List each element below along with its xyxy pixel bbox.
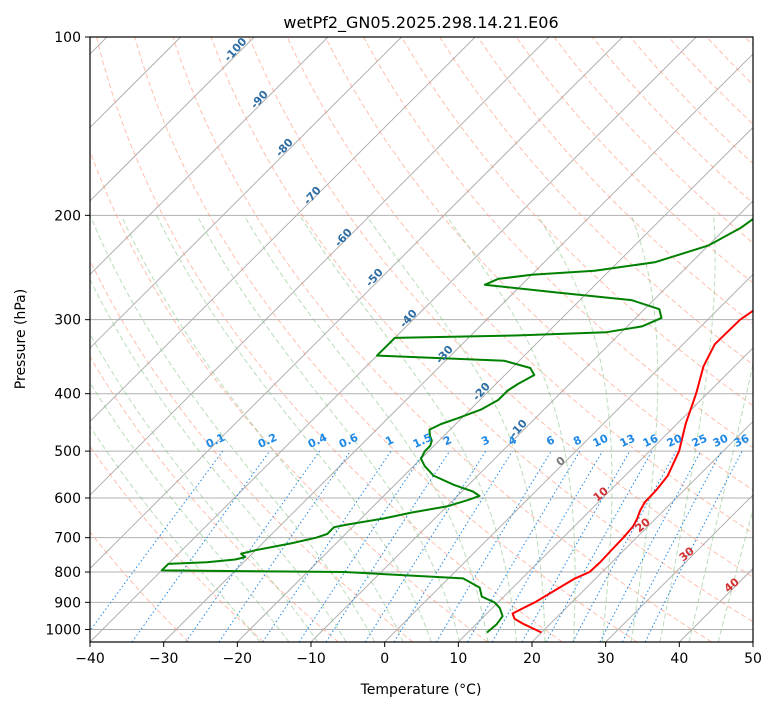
x-tick-label: −20 [223,651,253,667]
mixing-ratio-line [325,450,451,642]
moist-adiabat [243,215,489,642]
y-tick-label: 800 [54,565,81,581]
mixing-ratio-line [185,450,321,642]
isotherm-gridline [90,37,623,570]
dry-adiabat [324,37,753,491]
mixing-ratio-line [364,450,487,642]
dry-adiabat [96,37,563,642]
isotherm-gridline [384,273,753,642]
moist-adiabat [90,333,319,642]
moist-adiabat [156,215,432,642]
mixing-ratio-label: 36 [732,432,752,450]
dry-adiabat [90,445,264,642]
moist-adiabat [365,215,546,642]
moist-adiabat [90,425,261,642]
dry-adiabat [401,37,753,407]
dry-adiabat [439,37,753,366]
dry-adiabat [90,355,339,642]
dry-adiabat [134,37,638,642]
dewpoint-profile-line [160,217,753,634]
mixing-ratio-label: 16 [641,432,661,450]
isotherm-gridline [531,420,753,642]
dry-adiabat [515,37,753,284]
x-tick-label: −40 [75,651,105,667]
y-tick-label: 400 [54,387,81,403]
dry-adiabat [90,531,190,642]
y-tick-label: 500 [54,444,81,460]
x-tick-label: 10 [449,651,467,667]
moist-adiabat [90,381,290,642]
x-tick-label: 20 [523,651,541,667]
temperature-profile-line [511,309,753,634]
x-tick-label: 40 [670,651,688,667]
dry-adiabat [90,149,488,642]
y-tick-label: 600 [54,491,81,507]
moist-adiabat [90,278,347,642]
moist-adiabat [120,215,404,642]
mixing-ratio-line [393,450,513,642]
mixing-ratio-line [521,450,631,642]
mixing-ratio-line [90,450,224,632]
isotherm-gridline [236,126,753,642]
mixing-ratio-label: 20 [665,432,685,450]
plot-area: 0.1 0.2 0.4 0.6 1 1.5 2 3 4 6 8 10 13 16 20 25 30 36-100-… [90,37,753,642]
y-tick-label: 300 [54,313,81,329]
mixing-ratio-label: 10 [591,432,611,450]
mixing-ratio-label: 13 [618,432,637,450]
isotherm-gridline [90,37,329,276]
x-tick-label: 30 [597,651,615,667]
mixing-ratio-line [262,450,392,642]
y-tick-label: 900 [54,595,81,611]
x-tick-label: 0 [380,651,389,667]
mixing-ratio-label: 30 [711,432,731,450]
isotherm-gridline [605,494,753,642]
mixing-ratio-line [644,450,743,642]
isotherm-gridline [163,53,753,642]
dry-adiabat [210,37,753,623]
x-tick-label: −10 [296,651,326,667]
dry-adiabat [248,37,753,578]
mixing-ratio-line [218,450,351,642]
y-tick-label: 100 [54,30,81,46]
dry-adiabat [90,259,414,642]
mixing-ratio-line [545,450,653,642]
x-axis-label: Temperature (°C) [360,682,482,698]
moist-adiabat [299,215,517,642]
y-tick-label: 1000 [45,622,81,638]
isotherm-gridline [457,347,753,642]
moist-adiabat [537,215,613,642]
chart-title: wetPf2_GN05.2025.298.14.21.E06 [283,13,558,33]
dry-adiabat [172,37,712,642]
isotherm-gridline [90,37,550,496]
x-tick-label: 50 [744,651,762,667]
y-tick-label: 700 [54,531,81,547]
mixing-ratio-line [298,450,426,642]
mixing-ratio-label: 25 [690,432,709,450]
moist-adiabat [90,215,376,642]
moist-adiabat [196,215,461,642]
isotherm-gridline [90,37,402,349]
mixing-ratio-line [572,450,677,642]
plot-frame [89,36,754,643]
moist-adiabat [630,215,659,642]
moist-adiabat [688,361,753,642]
isotherm-gridline [90,37,476,423]
x-tick-label: −30 [149,651,179,667]
isotherm-gridline [90,37,255,202]
y-axis-label: Pressure (hPa) [13,289,29,389]
y-tick-label: 200 [54,208,81,224]
